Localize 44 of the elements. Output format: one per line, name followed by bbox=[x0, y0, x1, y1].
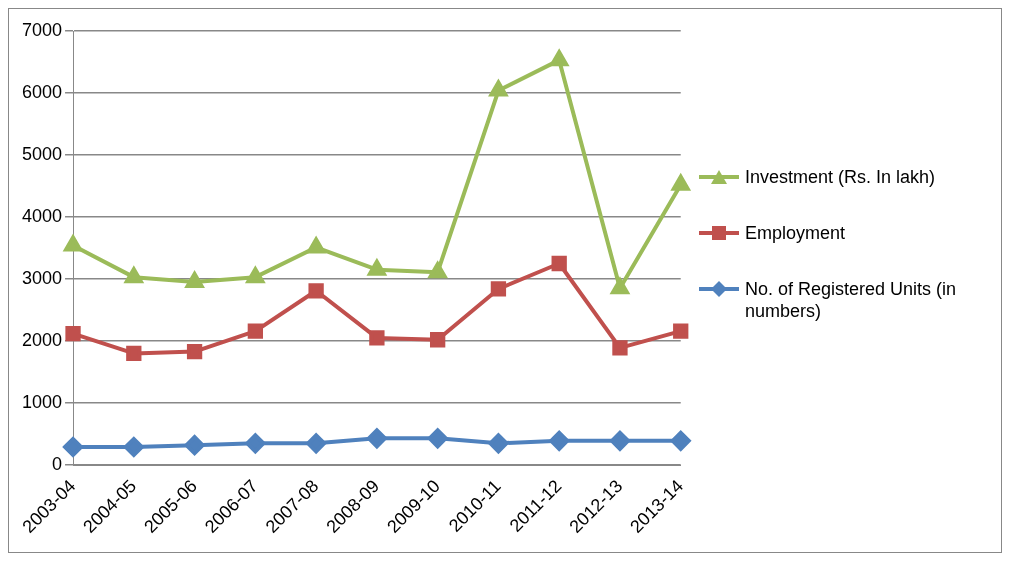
point bbox=[549, 430, 570, 451]
point bbox=[64, 235, 82, 252]
point bbox=[65, 325, 81, 341]
point bbox=[369, 329, 385, 346]
point bbox=[246, 266, 265, 283]
point bbox=[124, 266, 143, 283]
point bbox=[673, 322, 689, 339]
point bbox=[186, 343, 203, 359]
point bbox=[247, 322, 264, 339]
point bbox=[489, 80, 508, 97]
point bbox=[308, 282, 324, 298]
point bbox=[306, 432, 327, 453]
y-tick-label: 3000 bbox=[22, 267, 63, 288]
point bbox=[184, 434, 205, 455]
point bbox=[550, 49, 569, 66]
legend-label: Employment bbox=[745, 221, 847, 244]
point bbox=[367, 259, 386, 276]
point bbox=[488, 432, 509, 453]
point bbox=[126, 345, 142, 361]
point bbox=[430, 331, 446, 347]
point bbox=[490, 280, 507, 297]
legend-label: Investment (Rs. In lakh) bbox=[745, 165, 937, 188]
point bbox=[366, 427, 387, 448]
y-tick-label: 7000 bbox=[22, 19, 63, 40]
legend-label: No. of Registered Units (in numbers) bbox=[745, 277, 958, 322]
y-tick-label: 6000 bbox=[22, 81, 63, 102]
point bbox=[551, 255, 567, 271]
point bbox=[307, 236, 326, 253]
y-tick-label: 1000 bbox=[22, 391, 63, 412]
point bbox=[428, 261, 447, 278]
point bbox=[611, 277, 629, 294]
y-tick-label: 4000 bbox=[22, 205, 63, 226]
point bbox=[185, 271, 204, 288]
point bbox=[123, 436, 144, 457]
point bbox=[609, 430, 630, 451]
y-tick-label: 0 bbox=[52, 453, 63, 474]
y-tick-label: 2000 bbox=[22, 329, 63, 350]
point bbox=[670, 430, 691, 451]
point bbox=[671, 174, 690, 191]
y-tick-label: 5000 bbox=[22, 143, 63, 164]
point bbox=[612, 339, 628, 355]
point bbox=[63, 436, 84, 457]
point bbox=[427, 427, 448, 448]
point bbox=[245, 432, 266, 453]
